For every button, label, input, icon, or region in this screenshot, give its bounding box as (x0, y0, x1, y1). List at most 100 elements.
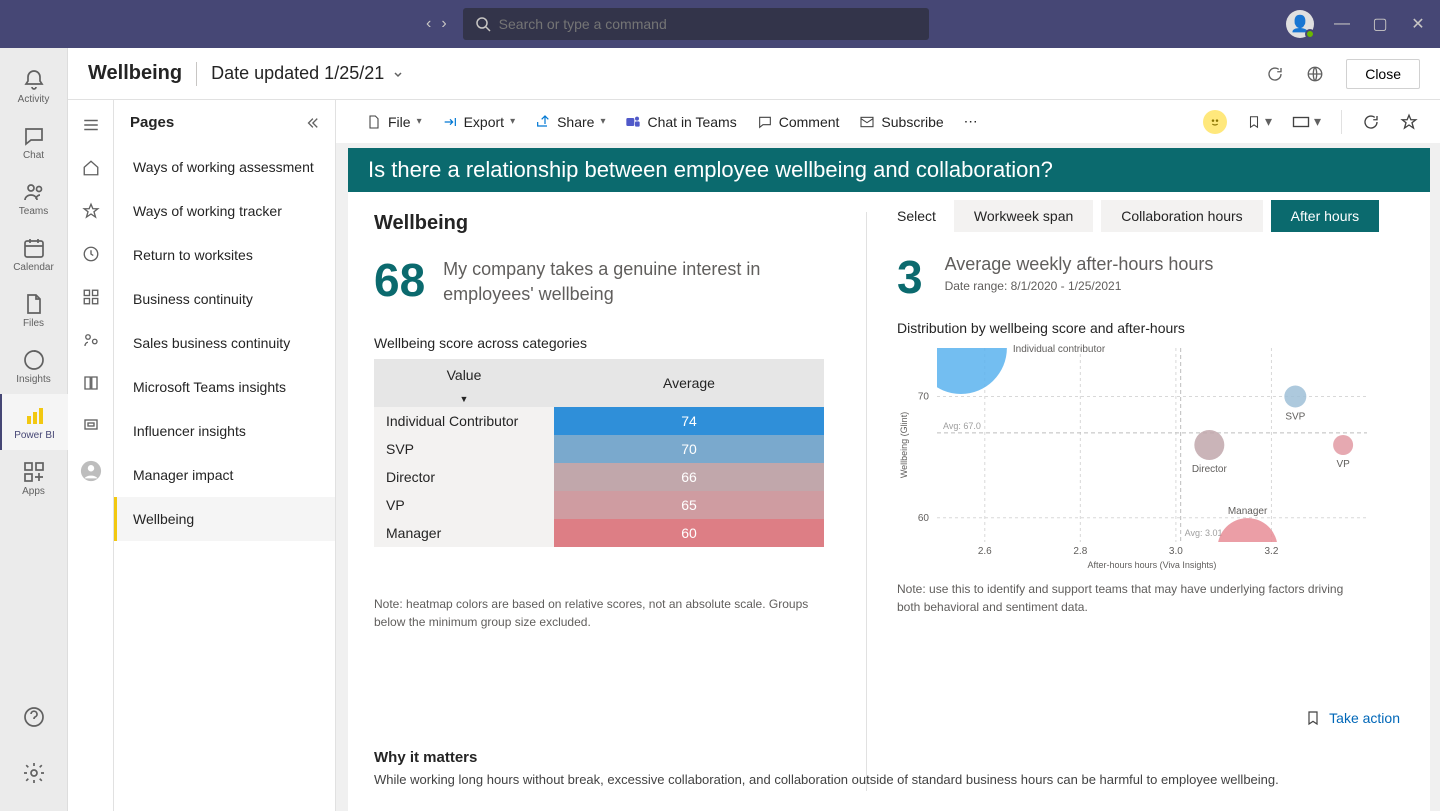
sort-caret-icon: ▼ (460, 394, 469, 404)
view-menu[interactable]: ▾ (1292, 113, 1321, 130)
row-label: Manager (374, 519, 554, 547)
why-title: Why it matters (374, 749, 1400, 766)
page-item[interactable]: Return to worksites (114, 233, 335, 277)
rail-files[interactable]: Files (0, 282, 68, 338)
select-label: Select (897, 208, 936, 224)
close-button[interactable]: Close (1346, 59, 1420, 89)
window-maximize-icon[interactable]: ▢ (1370, 14, 1390, 34)
window-minimize-icon[interactable]: — (1332, 15, 1352, 33)
star-icon[interactable] (82, 202, 100, 225)
workspace-icon[interactable] (82, 417, 100, 440)
export-menu[interactable]: Export▾ (434, 110, 524, 134)
svg-text:After-hours hours (Viva Insigh: After-hours hours (Viva Insights) (1088, 560, 1217, 570)
feedback-icon[interactable] (1203, 110, 1227, 134)
chat-teams-button[interactable]: Chat in Teams (617, 110, 744, 134)
chevron-down-icon (392, 68, 404, 80)
rail-activity[interactable]: Activity (0, 58, 68, 114)
svg-text:SVP: SVP (1285, 412, 1305, 423)
metric-tab[interactable]: Collaboration hours (1101, 200, 1262, 232)
wellbeing-heading: Wellbeing (374, 212, 840, 235)
rail-insights[interactable]: Insights (0, 338, 68, 394)
share-label: Share (557, 114, 594, 130)
subscribe-button[interactable]: Subscribe (851, 110, 951, 134)
recent-icon[interactable] (82, 245, 100, 268)
shared-icon[interactable] (82, 331, 100, 354)
page-item[interactable]: Business continuity (114, 277, 335, 321)
window-close-icon[interactable]: ✕ (1408, 14, 1428, 34)
table-row: VP65 (374, 491, 824, 519)
file-menu[interactable]: File▾ (358, 110, 430, 134)
collapse-icon[interactable] (305, 116, 319, 130)
page-subtitle[interactable]: Date updated 1/25/21 (211, 63, 404, 84)
report-toolbar: File▾ Export▾ Share▾ Chat in Teams Comme… (336, 100, 1440, 144)
export-label: Export (464, 114, 504, 130)
left-pane: Wellbeing 68 My company takes a genuine … (348, 192, 866, 811)
header-divider (196, 62, 197, 86)
favorite-star-icon[interactable] (1400, 113, 1418, 131)
row-value: 74 (554, 407, 824, 435)
rail-label: Calendar (13, 262, 54, 273)
rail-settings[interactable] (0, 745, 68, 801)
table-row: Individual Contributor74 (374, 407, 824, 435)
home-icon[interactable] (82, 159, 100, 182)
svg-text:60: 60 (918, 513, 930, 524)
rail-label: Chat (23, 150, 44, 161)
svg-text:Avg: 3.01: Avg: 3.01 (1185, 528, 1223, 538)
col-average[interactable]: Average (554, 359, 824, 407)
page-item[interactable]: Influencer insights (114, 409, 335, 453)
reset-icon[interactable] (1362, 113, 1380, 131)
svg-text:Wellbeing (Glint): Wellbeing (Glint) (899, 412, 909, 478)
page-item[interactable]: Sales business continuity (114, 321, 335, 365)
apps-grid-icon[interactable] (82, 288, 100, 311)
row-label: SVP (374, 435, 554, 463)
user-circle-icon[interactable] (80, 460, 102, 487)
scatter-title: Distribution by wellbeing score and afte… (897, 320, 1400, 336)
scatter-chart: 2.62.83.03.26070Avg: 67.0Avg: 3.01Indivi… (897, 342, 1377, 572)
more-icon[interactable]: ⋯ (956, 109, 986, 134)
nav-forward-icon[interactable]: › (437, 11, 450, 37)
pages-panel: Pages Ways of working assessmentWays of … (114, 100, 336, 811)
search-box[interactable] (463, 8, 929, 40)
bookmark-menu[interactable]: ▾ (1247, 113, 1272, 130)
comment-button[interactable]: Comment (749, 110, 848, 134)
report-content: Wellbeing 68 My company takes a genuine … (348, 192, 1430, 811)
rail-help[interactable] (0, 689, 68, 745)
user-avatar[interactable]: 👤 (1286, 10, 1314, 38)
rail-teams[interactable]: Teams (0, 170, 68, 226)
afterhours-desc: Average weekly after-hours hours (945, 254, 1214, 275)
row-value: 60 (554, 519, 824, 547)
page-item[interactable]: Manager impact (114, 453, 335, 497)
question-banner: Is there a relationship between employee… (348, 148, 1430, 192)
search-input[interactable] (499, 16, 917, 32)
rail-label: Activity (18, 94, 50, 105)
hamburger-icon[interactable] (82, 116, 100, 139)
rail-label: Teams (19, 206, 48, 217)
wellbeing-score-block: 68 My company takes a genuine interest i… (374, 257, 840, 307)
metric-tab[interactable]: Workweek span (954, 200, 1093, 232)
page-item[interactable]: Wellbeing (114, 497, 335, 541)
nav-back-icon[interactable]: ‹ (422, 11, 435, 37)
rail-chat[interactable]: Chat (0, 114, 68, 170)
scatter-svg: 2.62.83.03.26070Avg: 67.0Avg: 3.01Indivi… (897, 342, 1377, 572)
file-label: File (388, 114, 411, 130)
chat-label: Chat in Teams (647, 114, 736, 130)
row-label: Director (374, 463, 554, 491)
rail-apps[interactable]: Apps (0, 450, 68, 506)
share-menu[interactable]: Share▾ (527, 110, 613, 134)
page-item[interactable]: Microsoft Teams insights (114, 365, 335, 409)
row-value: 70 (554, 435, 824, 463)
presence-badge (1305, 29, 1315, 39)
refresh-icon[interactable] (1266, 65, 1284, 83)
secondary-nav (68, 100, 114, 811)
globe-icon[interactable] (1306, 65, 1324, 83)
rail-powerbi[interactable]: Power BI (0, 394, 68, 450)
learn-icon[interactable] (82, 374, 100, 397)
rail-calendar[interactable]: Calendar (0, 226, 68, 282)
row-label: VP (374, 491, 554, 519)
page-item[interactable]: Ways of working tracker (114, 189, 335, 233)
afterhours-score: 3 (897, 254, 923, 300)
page-item[interactable]: Ways of working assessment (114, 145, 335, 189)
metric-tab[interactable]: After hours (1271, 200, 1379, 232)
row-value: 65 (554, 491, 824, 519)
col-value[interactable]: Value▼ (374, 359, 554, 407)
